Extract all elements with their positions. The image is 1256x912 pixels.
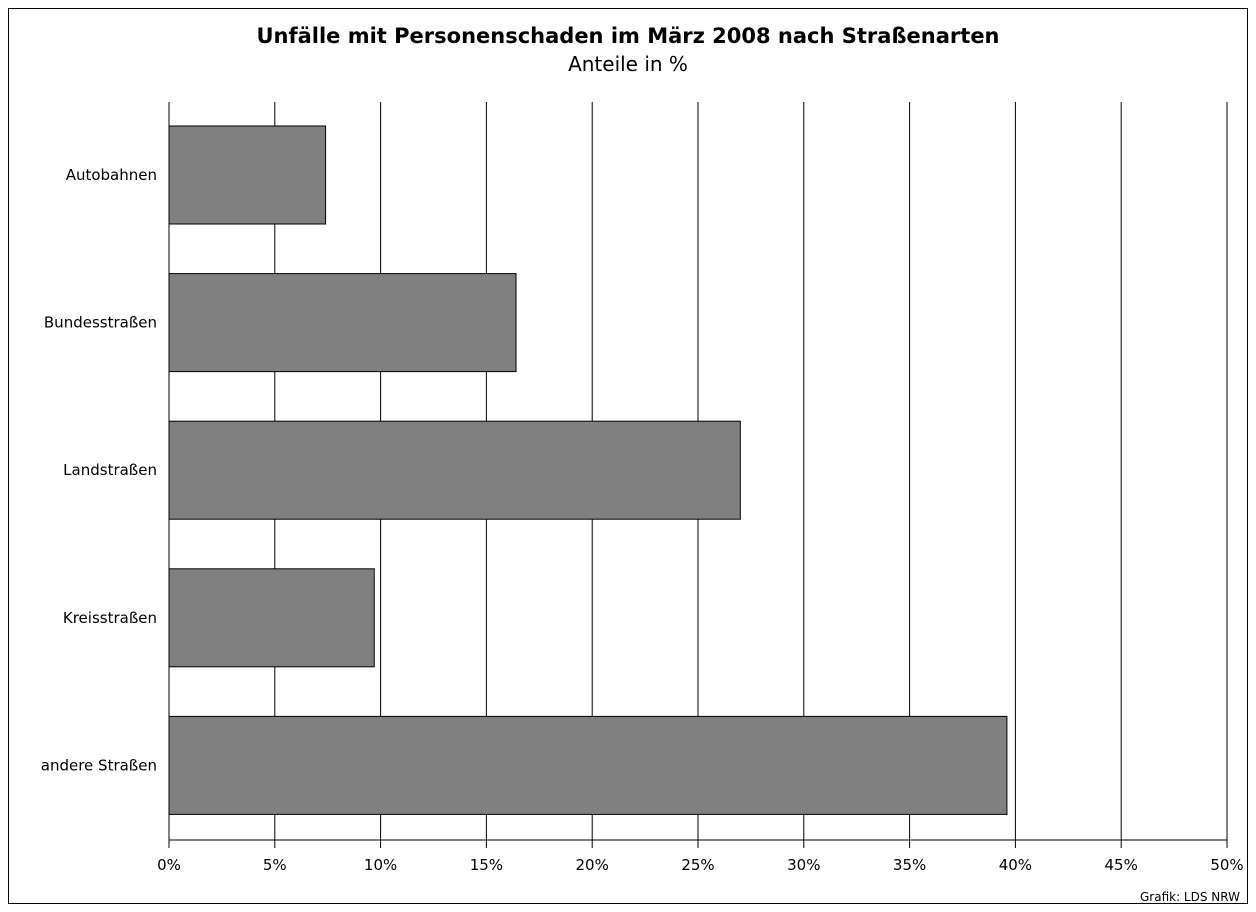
category-label-4: andere Straßen (41, 756, 157, 774)
bar-0 (168, 125, 327, 225)
tick-label-25: 25% (681, 856, 714, 874)
category-label-0: Autobahnen (66, 166, 157, 184)
bar-1 (168, 273, 517, 373)
bar-4 (168, 715, 1008, 815)
source-note: Grafik: LDS NRW (1139, 890, 1240, 904)
tick-label-10: 10% (364, 856, 397, 874)
chart-title: Unfälle mit Personenschaden im März 2008… (256, 24, 1000, 48)
tick-label-40: 40% (999, 856, 1032, 874)
tick-label-35: 35% (893, 856, 926, 874)
x-axis: 0% 5% 10% 15% 20% 25% 30% 35% 40% 45% 50% (157, 839, 1244, 874)
tick-label-20: 20% (576, 856, 609, 874)
tick-label-0: 0% (157, 856, 181, 874)
category-labels: Autobahnen Bundesstraßen Landstraßen Kreiss… (41, 166, 157, 774)
category-label-3: Kreisstraßen (63, 609, 157, 627)
tick-label-5: 5% (263, 856, 287, 874)
chart-subtitle: Anteile in % (568, 52, 688, 76)
category-label-2: Landstraßen (63, 461, 157, 479)
tick-label-50: 50% (1210, 856, 1243, 874)
tick-label-30: 30% (787, 856, 820, 874)
tick-label-45: 45% (1105, 856, 1138, 874)
bar-3 (168, 568, 375, 668)
bar-2 (168, 420, 741, 520)
tick-label-15: 15% (470, 856, 503, 874)
bars (168, 125, 1008, 815)
category-label-1: Bundesstraßen (44, 314, 157, 332)
